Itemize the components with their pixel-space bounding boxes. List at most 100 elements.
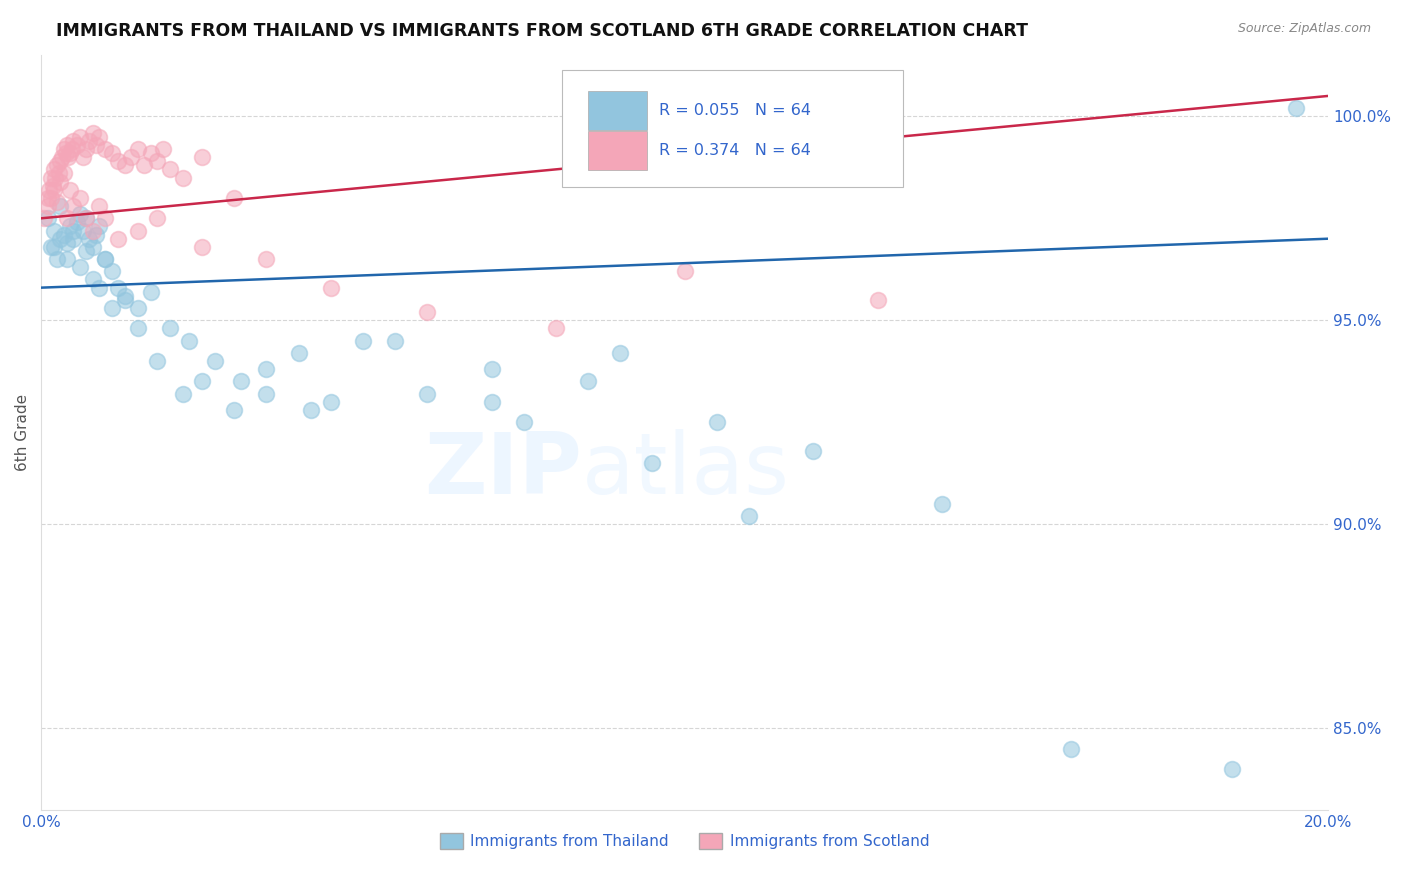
Point — [513, 415, 536, 429]
Point — [172, 386, 194, 401]
Point — [107, 280, 129, 294]
Point — [41, 178, 63, 193]
Text: IMMIGRANTS FROM THAILAND VS IMMIGRANTS FROM SCOTLAND 6TH GRADE CORRELATION CHART: IMMIGRANTS FROM THAILAND VS IMMIGRANTS F… — [56, 22, 1028, 40]
Point — [37, 191, 59, 205]
Point — [254, 252, 277, 266]
Point — [146, 211, 169, 226]
Point — [114, 289, 136, 303]
Point — [146, 154, 169, 169]
Point — [84, 227, 107, 242]
Point — [37, 199, 59, 213]
Text: R = 0.055   N = 64: R = 0.055 N = 64 — [659, 103, 811, 118]
FancyBboxPatch shape — [588, 130, 647, 169]
Point — [191, 240, 214, 254]
Point — [481, 395, 503, 409]
Point — [39, 240, 62, 254]
Point — [49, 175, 72, 189]
Point — [159, 162, 181, 177]
Point — [706, 415, 728, 429]
Text: ZIP: ZIP — [425, 429, 582, 512]
Point — [52, 166, 75, 180]
Point — [52, 142, 75, 156]
Point — [159, 321, 181, 335]
Point — [101, 301, 124, 315]
Point — [46, 252, 69, 266]
Point — [69, 207, 91, 221]
Point — [107, 154, 129, 169]
Point — [114, 158, 136, 172]
Point — [56, 137, 79, 152]
Point — [87, 219, 110, 234]
Point — [82, 223, 104, 237]
Point — [69, 129, 91, 144]
Point — [84, 137, 107, 152]
Point — [931, 497, 953, 511]
Point — [79, 134, 101, 148]
Point — [44, 170, 66, 185]
Point — [39, 170, 62, 185]
Point — [544, 321, 567, 335]
Point — [94, 252, 117, 266]
Point — [384, 334, 406, 348]
Point — [49, 199, 72, 213]
Point — [75, 244, 97, 258]
Point — [87, 280, 110, 294]
Point — [641, 456, 664, 470]
Point — [69, 191, 91, 205]
Point — [866, 293, 889, 307]
Point — [204, 354, 226, 368]
Point — [72, 150, 94, 164]
Point — [1060, 741, 1083, 756]
Point — [39, 191, 62, 205]
Point — [229, 375, 252, 389]
Point — [65, 215, 87, 229]
Point — [224, 191, 246, 205]
Point — [191, 375, 214, 389]
Point — [738, 509, 761, 524]
Point — [101, 264, 124, 278]
Point — [49, 232, 72, 246]
Point — [319, 280, 342, 294]
Point — [299, 403, 322, 417]
Text: Source: ZipAtlas.com: Source: ZipAtlas.com — [1237, 22, 1371, 36]
Point — [94, 252, 117, 266]
Point — [75, 211, 97, 226]
Point — [94, 142, 117, 156]
Point — [352, 334, 374, 348]
Point — [87, 129, 110, 144]
Point — [75, 142, 97, 156]
Legend: Immigrants from Thailand, Immigrants from Scotland: Immigrants from Thailand, Immigrants fro… — [433, 827, 936, 855]
Point — [481, 362, 503, 376]
Point — [56, 235, 79, 250]
Point — [152, 142, 174, 156]
Point — [1285, 101, 1308, 115]
Point — [254, 362, 277, 376]
Point — [42, 183, 65, 197]
Point — [146, 354, 169, 368]
Point — [79, 232, 101, 246]
Point — [139, 285, 162, 299]
Point — [60, 142, 83, 156]
Point — [114, 293, 136, 307]
Point — [65, 137, 87, 152]
Point — [172, 170, 194, 185]
Point — [52, 227, 75, 242]
Point — [42, 240, 65, 254]
Point — [416, 386, 439, 401]
Point — [127, 301, 149, 315]
Point — [191, 150, 214, 164]
Point — [319, 395, 342, 409]
Point — [62, 134, 84, 148]
Point — [34, 211, 56, 226]
Point — [69, 260, 91, 275]
Point — [801, 443, 824, 458]
Point — [107, 232, 129, 246]
Point — [38, 183, 60, 197]
Point — [56, 252, 79, 266]
Point — [101, 146, 124, 161]
Point — [127, 142, 149, 156]
Point — [37, 211, 59, 226]
Point — [59, 146, 82, 161]
Point — [120, 150, 142, 164]
Point — [72, 223, 94, 237]
